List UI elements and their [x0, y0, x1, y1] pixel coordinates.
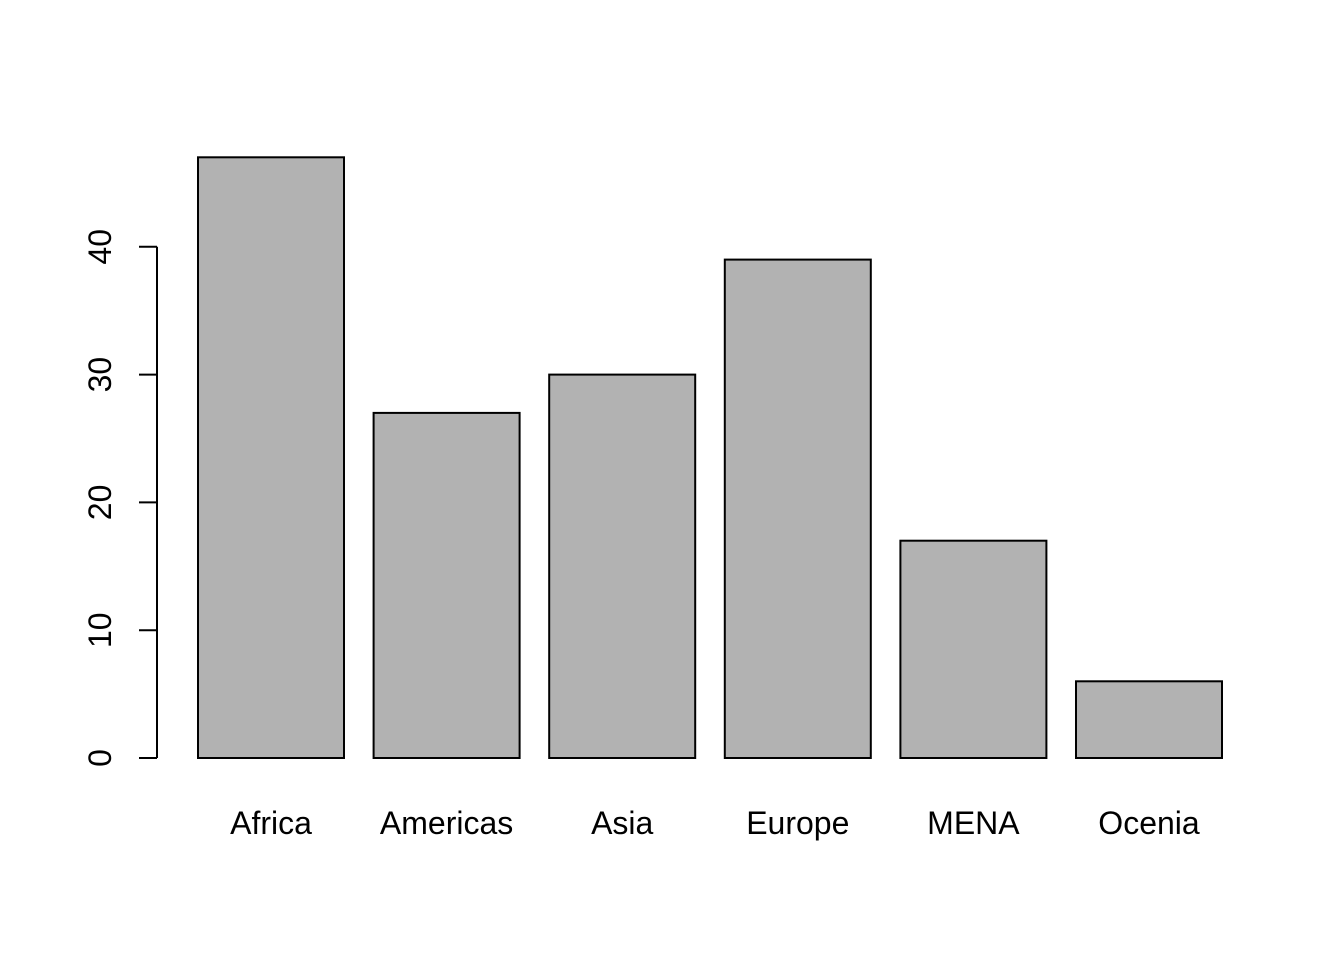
x-tick-label-ocenia: Ocenia [1098, 805, 1200, 841]
x-tick-label-americas: Americas [380, 805, 513, 841]
bar-europe [723, 258, 872, 759]
y-tick-label-0: 0 [82, 749, 118, 767]
bars-group [197, 156, 1223, 760]
y-tick-label-10: 10 [82, 612, 118, 648]
bar-asia [548, 373, 697, 759]
y-axis: 0 10 20 30 40 [82, 229, 158, 767]
y-tick-label-20: 20 [82, 485, 118, 521]
y-tick-label-30: 30 [82, 357, 118, 393]
bar-ocenia [1075, 680, 1223, 759]
x-tick-label-asia: Asia [591, 805, 653, 841]
bar-mena [899, 539, 1048, 760]
x-tick-label-mena: MENA [927, 805, 1020, 841]
x-axis-labels: Africa Americas Asia Europe MENA Ocenia [230, 805, 1200, 841]
x-tick-label-africa: Africa [230, 805, 312, 841]
bar-africa [197, 156, 345, 760]
x-tick-label-europe: Europe [746, 805, 849, 841]
bar-americas [372, 411, 521, 759]
y-tick-label-40: 40 [82, 229, 118, 265]
